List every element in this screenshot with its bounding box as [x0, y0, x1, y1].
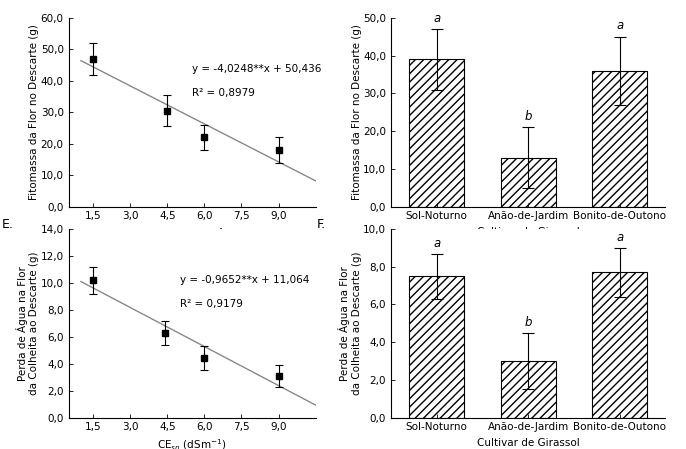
Text: b: b [525, 316, 532, 329]
Text: y = -4,0248**x + 50,436: y = -4,0248**x + 50,436 [192, 64, 322, 74]
X-axis label: Cultivar de Girassol: Cultivar de Girassol [477, 438, 580, 448]
Y-axis label: Perda de Água na Flor
da Colheita ao Descarte (g): Perda de Água na Flor da Colheita ao Des… [16, 251, 39, 395]
Text: y = -0,9652**x + 11,064: y = -0,9652**x + 11,064 [180, 275, 309, 285]
Y-axis label: Fitomassa da Flor no Descarte (g): Fitomassa da Flor no Descarte (g) [352, 24, 362, 200]
Bar [501, 158, 556, 207]
Text: R² = 0,9179: R² = 0,9179 [180, 299, 243, 309]
Text: E.: E. [2, 218, 14, 231]
X-axis label: CE$_{sn}$ (dSm$^{-1}$): CE$_{sn}$ (dSm$^{-1}$) [157, 438, 227, 449]
X-axis label: CE$_{sn}$ (dS m$^{-1}$): CE$_{sn}$ (dS m$^{-1}$) [156, 227, 228, 242]
Y-axis label: Fitomassa da Flor no Descarte (g): Fitomassa da Flor no Descarte (g) [29, 24, 39, 200]
Y-axis label: Perda de Água na Flor
da Colheita ao Descarte (g): Perda de Água na Flor da Colheita ao Des… [338, 251, 362, 395]
Bar [410, 276, 464, 418]
Bar [410, 59, 464, 207]
Bar [592, 273, 647, 418]
Bar [592, 71, 647, 207]
Bar [501, 361, 556, 418]
X-axis label: Cultivar de Girassol: Cultivar de Girassol [477, 227, 580, 237]
Text: a: a [433, 237, 440, 250]
Text: R² = 0,8979: R² = 0,8979 [192, 88, 255, 98]
Text: a: a [433, 12, 440, 25]
Text: a: a [616, 19, 624, 32]
Text: b: b [525, 110, 532, 123]
Text: a: a [616, 231, 624, 244]
Text: F.: F. [317, 218, 326, 231]
